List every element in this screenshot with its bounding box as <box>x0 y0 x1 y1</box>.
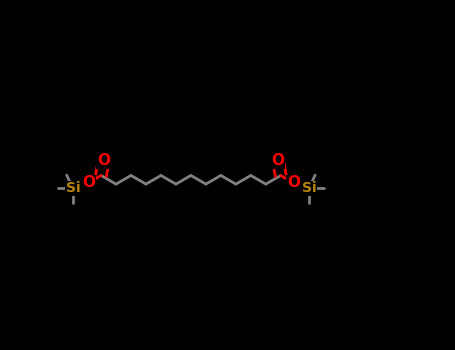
Text: O: O <box>287 175 300 190</box>
Text: O: O <box>97 154 110 168</box>
Text: O: O <box>272 154 285 168</box>
Text: Si: Si <box>302 181 316 195</box>
Text: O: O <box>82 175 95 190</box>
Text: Si: Si <box>66 181 80 195</box>
